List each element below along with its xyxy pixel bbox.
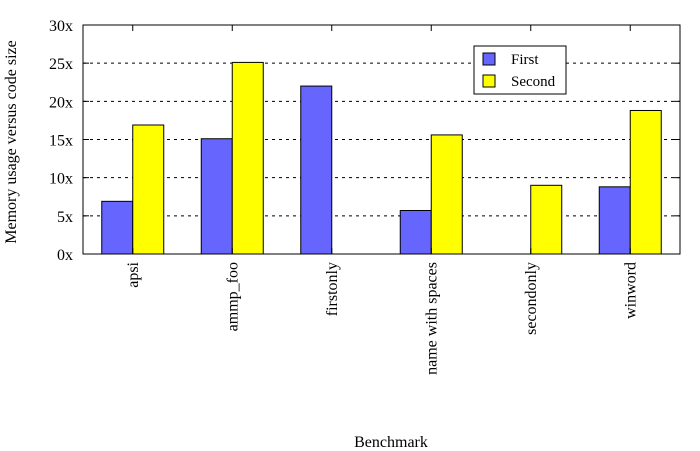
x-tick-label: secondonly [523, 262, 540, 335]
x-tick-label: name with spaces [423, 262, 440, 375]
bar-second [629, 109, 662, 255]
x-tick-label: winword [622, 262, 639, 319]
bar-first [598, 186, 631, 255]
plot-frame [82, 24, 681, 255]
x-tick-label: apsi [125, 261, 142, 287]
legend-label-first: First [511, 52, 539, 68]
y-tick-label: 5x [57, 209, 73, 226]
bar-second [132, 124, 165, 255]
y-tick-label: 20x [49, 94, 73, 111]
bar-second [430, 134, 463, 255]
y-tick-label: 10x [49, 171, 73, 188]
legend-swatch-second [482, 74, 496, 88]
gridlines [83, 62, 680, 217]
x-tick-label: firstonly [324, 262, 341, 316]
bar-second [530, 184, 563, 255]
y-axis-label: Memory usage versus code size [3, 40, 20, 244]
legend: First Second [473, 45, 567, 95]
tick-labels: 0x 5x 10x 15x 20x 25x 30x apsi ammp_foo firstonly… [49, 18, 639, 375]
y-tick-label: 15x [49, 133, 73, 150]
y-tick-label: 30x [49, 18, 73, 35]
bar-second [231, 61, 264, 255]
y-tick-label: 25x [49, 56, 73, 73]
bar-first [200, 138, 233, 255]
bar-first [101, 200, 134, 255]
x-tick-label: ammp_foo [224, 262, 241, 331]
y-tick-label: 0x [57, 247, 73, 264]
bar-first [300, 85, 333, 255]
legend-swatch-first [482, 52, 496, 66]
legend-label-second: Second [511, 74, 556, 90]
x-axis-label: Benchmark [354, 434, 428, 451]
bar-first [399, 209, 432, 255]
ticks [83, 24, 680, 255]
bars [101, 61, 662, 255]
